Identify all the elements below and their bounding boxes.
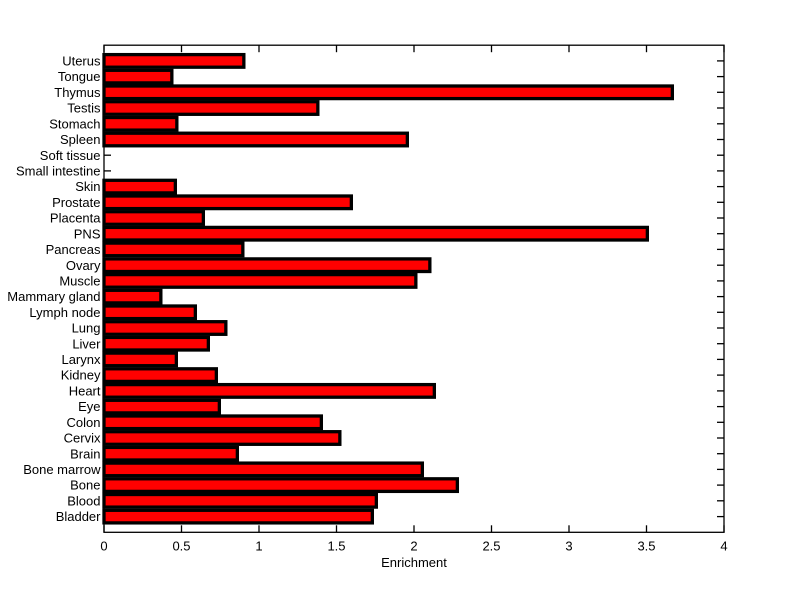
svg-text:3.5: 3.5 <box>637 539 655 554</box>
svg-text:Larynx: Larynx <box>61 352 101 367</box>
svg-text:Mammary gland: Mammary gland <box>7 289 100 304</box>
svg-text:Uterus: Uterus <box>62 54 101 69</box>
svg-text:4: 4 <box>720 539 727 554</box>
svg-text:Bone: Bone <box>70 478 100 493</box>
svg-text:Muscle: Muscle <box>59 274 100 289</box>
svg-text:Heart: Heart <box>69 384 101 399</box>
svg-text:1: 1 <box>255 539 262 554</box>
svg-text:2: 2 <box>410 539 417 554</box>
svg-text:Brain: Brain <box>70 446 100 461</box>
svg-text:Thymus: Thymus <box>54 85 101 100</box>
svg-text:Stomach: Stomach <box>49 116 100 131</box>
svg-text:0: 0 <box>100 539 107 554</box>
svg-text:1.5: 1.5 <box>327 539 345 554</box>
svg-text:Lymph node: Lymph node <box>29 305 100 320</box>
svg-text:Prostate: Prostate <box>52 195 100 210</box>
svg-text:Tongue: Tongue <box>58 69 101 84</box>
svg-text:PNS: PNS <box>74 226 101 241</box>
svg-text:Ovary: Ovary <box>66 258 101 273</box>
svg-text:Bladder: Bladder <box>56 509 101 524</box>
svg-text:Placenta: Placenta <box>50 211 101 226</box>
svg-text:Bone marrow: Bone marrow <box>23 462 101 477</box>
svg-text:0.5: 0.5 <box>172 539 190 554</box>
svg-text:2.5: 2.5 <box>482 539 500 554</box>
svg-text:Soft tissue: Soft tissue <box>40 148 101 163</box>
svg-text:Enrichment: Enrichment <box>381 555 447 570</box>
svg-text:Testis: Testis <box>67 101 101 116</box>
svg-text:Kidney: Kidney <box>61 368 101 383</box>
svg-text:Pancreas: Pancreas <box>46 242 101 257</box>
svg-text:Cervix: Cervix <box>64 431 101 446</box>
svg-text:Small intestine: Small intestine <box>16 164 101 179</box>
svg-text:Liver: Liver <box>72 336 101 351</box>
svg-text:Lung: Lung <box>72 321 101 336</box>
svg-text:Eye: Eye <box>78 399 100 414</box>
svg-text:3: 3 <box>565 539 572 554</box>
svg-text:Skin: Skin <box>75 179 100 194</box>
svg-text:Spleen: Spleen <box>60 132 100 147</box>
svg-text:Colon: Colon <box>67 415 101 430</box>
svg-text:Blood: Blood <box>67 493 100 508</box>
